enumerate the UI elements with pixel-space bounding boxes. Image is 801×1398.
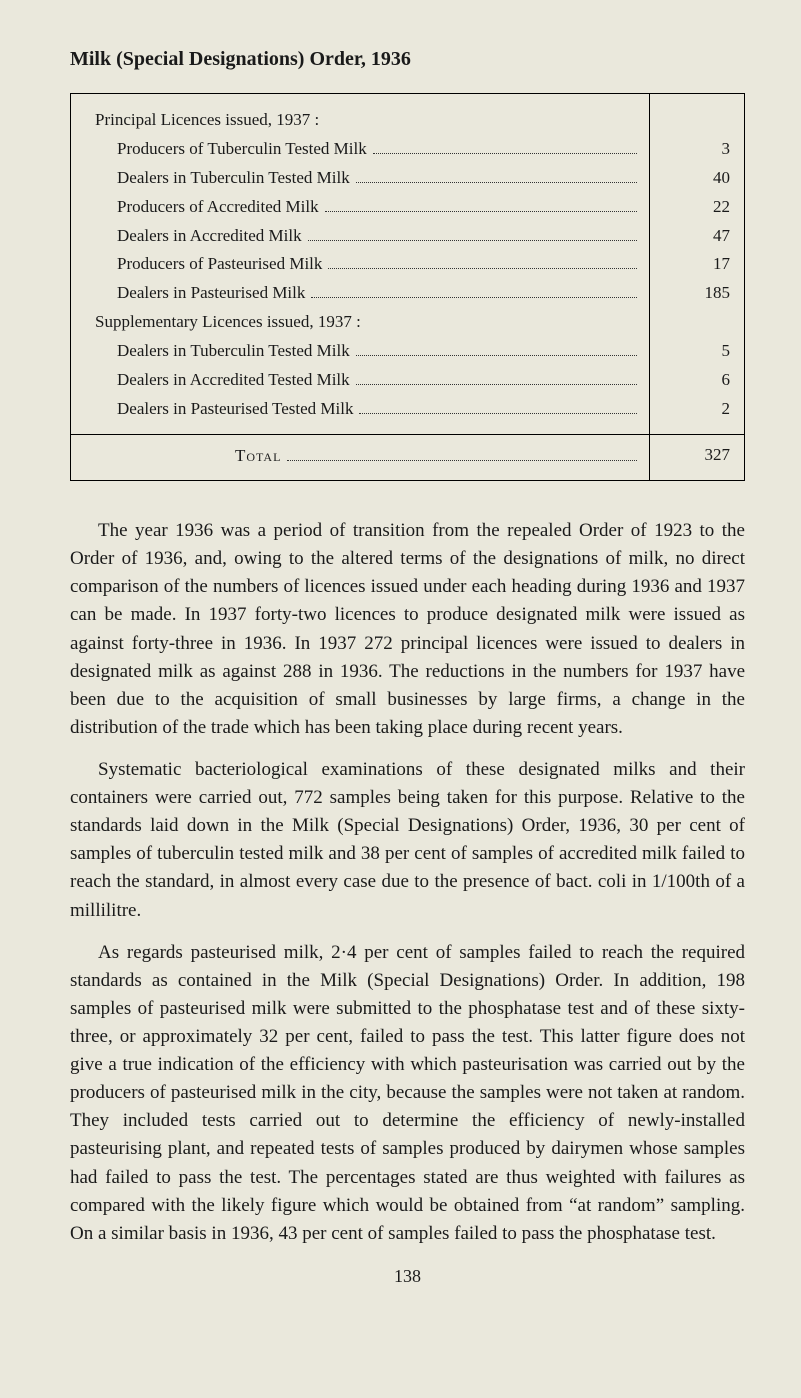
total-value: 327 [650, 435, 744, 480]
table-row: Dealers in Pasteurised Milk [95, 279, 641, 308]
leader-dots [359, 398, 637, 414]
leader-dots [287, 445, 637, 461]
page: Milk (Special Designations) Order, 1936 … [0, 0, 801, 1398]
row-label: Dealers in Tuberculin Tested Milk [95, 164, 350, 193]
row-label: Producers of Pasteurised Milk [95, 250, 322, 279]
table-row: Producers of Accredited Milk [95, 193, 641, 222]
leader-dots [325, 195, 637, 211]
row-value: 47 [650, 222, 730, 251]
leader-dots [356, 166, 637, 182]
licences-table: Principal Licences issued, 1937 : Produc… [70, 93, 745, 481]
table-row: Dealers in Tuberculin Tested Milk [95, 164, 641, 193]
table-row: Dealers in Accredited Milk [95, 222, 641, 251]
row-value: 17 [650, 250, 730, 279]
paragraph: As regards pasteurised milk, 2·4 per cen… [70, 939, 745, 1248]
table-row: Producers of Pasteurised Milk [95, 250, 641, 279]
leader-dots [308, 224, 637, 240]
table-row: Dealers in Pasteurised Tested Milk [95, 395, 641, 424]
leader-dots [373, 138, 637, 154]
section-heading-supplementary: Supplementary Licences issued, 1937 : [95, 308, 641, 337]
row-label: Producers of Accredited Milk [95, 193, 319, 222]
total-row: Total 327 [71, 435, 744, 480]
section-heading-principal: Principal Licences issued, 1937 : [95, 106, 641, 135]
leader-dots [356, 340, 637, 356]
body-text: The year 1936 was a period of transition… [70, 517, 745, 1248]
row-label: Dealers in Pasteurised Milk [95, 279, 305, 308]
leader-dots [328, 253, 637, 269]
table-row: Dealers in Accredited Tested Milk [95, 366, 641, 395]
row-label: Dealers in Pasteurised Tested Milk [95, 395, 353, 424]
total-label: Total [235, 446, 281, 466]
table-row: Dealers in Tuberculin Tested Milk [95, 337, 641, 366]
page-number: 138 [70, 1266, 745, 1287]
paragraph: Systematic bacteriological examinations … [70, 756, 745, 925]
table-values-column: 3 40 22 47 17 185 5 6 2 [650, 94, 744, 434]
row-value: 3 [650, 135, 730, 164]
row-value: 6 [650, 366, 730, 395]
row-value: 185 [650, 279, 730, 308]
row-label: Dealers in Tuberculin Tested Milk [95, 337, 350, 366]
row-value: 5 [650, 337, 730, 366]
row-value: 22 [650, 193, 730, 222]
row-value: 2 [650, 395, 730, 424]
row-label: Producers of Tuberculin Tested Milk [95, 135, 367, 164]
row-label: Dealers in Accredited Milk [95, 222, 302, 251]
row-value: 40 [650, 164, 730, 193]
paragraph: The year 1936 was a period of transition… [70, 517, 745, 742]
table-row: Producers of Tuberculin Tested Milk [95, 135, 641, 164]
document-title: Milk (Special Designations) Order, 1936 [70, 48, 745, 71]
leader-dots [356, 369, 637, 385]
table-labels-column: Principal Licences issued, 1937 : Produc… [71, 94, 650, 434]
row-label: Dealers in Accredited Tested Milk [95, 366, 350, 395]
leader-dots [311, 282, 637, 298]
